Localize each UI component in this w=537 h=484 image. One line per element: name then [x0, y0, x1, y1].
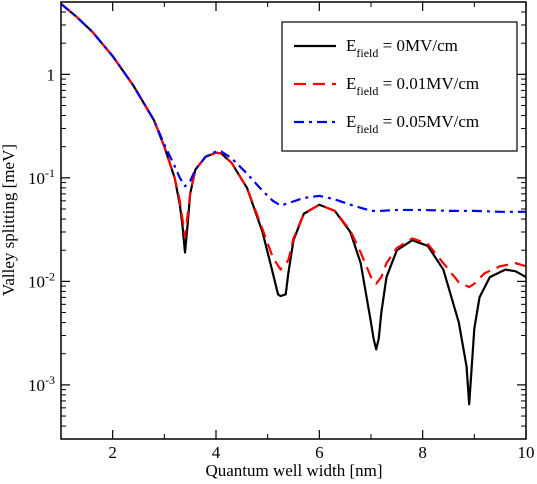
plot-frame [60, 1, 527, 440]
x-tick-label-0: 2 [108, 443, 117, 462]
series-line-1 [61, 2, 526, 289]
y-axis-label: Valley splitting [meV] [0, 144, 18, 296]
series-layer [61, 2, 526, 406]
x-tick-label-4: 10 [518, 443, 535, 462]
y-tick-label-2: 10-2 [28, 269, 55, 291]
x-tick-label-1: 4 [212, 443, 221, 462]
x-tick-label-3: 8 [418, 443, 427, 462]
x-axis-label: Quantum well width [nm] [205, 461, 382, 480]
ticks-layer: 2 4 6 8 10 1 10-1 10-2 10-3 [28, 1, 535, 462]
legend-label-0: Efield = 0MV/cm [346, 36, 458, 60]
legend-box [281, 21, 518, 152]
y-tick-label-0: 1 [47, 65, 56, 84]
legend-label-1: Efield = 0.01MV/cm [346, 74, 479, 98]
legend-label-2: Efield = 0.05MV/cm [346, 112, 479, 136]
legend: Efield = 0MV/cm Efield = 0.01MV/cm Efield … [281, 21, 518, 152]
y-tick-label-3: 10-3 [28, 373, 55, 395]
y-tick-label-1: 10-1 [28, 166, 55, 188]
x-tick-label-2: 6 [315, 443, 324, 462]
